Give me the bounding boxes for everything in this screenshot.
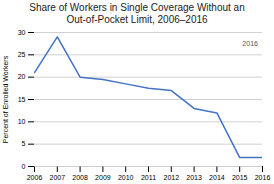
- svg-text:2008: 2008: [72, 174, 88, 181]
- svg-text:5: 5: [22, 140, 26, 147]
- svg-text:10: 10: [18, 118, 26, 125]
- svg-text:2010: 2010: [118, 174, 134, 181]
- svg-text:2014: 2014: [209, 174, 225, 181]
- svg-text:25: 25: [18, 51, 26, 58]
- svg-text:0: 0: [22, 163, 26, 170]
- svg-text:20: 20: [18, 73, 26, 80]
- svg-text:2009: 2009: [95, 174, 111, 181]
- svg-text:2016: 2016: [242, 40, 258, 47]
- html-text:Share of Workers in Single Cov: Share of Workers in Single Coverage With…: [29, 2, 245, 25]
- svg-text:30: 30: [18, 29, 26, 36]
- svg-text:Percent of Enrolled Workers: Percent of Enrolled Workers: [2, 55, 9, 143]
- svg-text:2012: 2012: [164, 174, 180, 181]
- svg-text:2006: 2006: [27, 174, 43, 181]
- svg-text:2013: 2013: [186, 174, 202, 181]
- svg-text:2007: 2007: [50, 174, 66, 181]
- svg-text:2011: 2011: [141, 174, 156, 181]
- svg-text:2015: 2015: [232, 174, 248, 181]
- svg-text:15: 15: [18, 96, 26, 103]
- svg-text:2016: 2016: [255, 174, 271, 181]
